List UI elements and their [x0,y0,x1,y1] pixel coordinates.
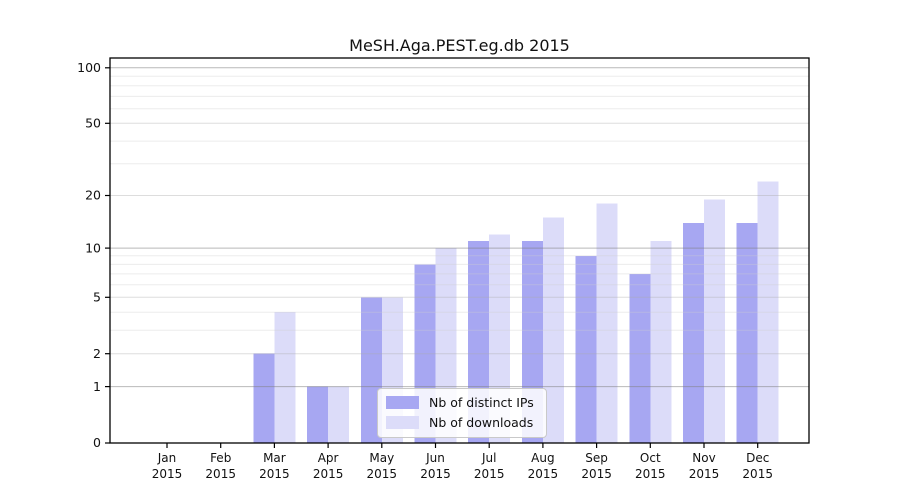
x-tick-label-year: 2015 [205,467,236,481]
x-tick-label-month: Mar [263,451,286,465]
bar-apr-downloads [328,386,350,443]
y-tick-label: 20 [85,188,101,203]
x-tick-label-year: 2015 [689,467,720,481]
x-tick-label-year: 2015 [259,467,290,481]
x-tick-label-month: Jul [481,451,496,465]
y-tick-label: 10 [85,240,101,255]
x-tick-label-year: 2015 [528,467,559,481]
x-tick-label-year: 2015 [367,467,398,481]
x-tick-label-year: 2015 [152,467,183,481]
y-tick-label: 1 [93,379,101,394]
plot-border [109,57,810,444]
bar-mar-downloads [274,312,296,443]
bar-sep-downloads [596,203,618,443]
chart-title: MeSH.Aga.PEST.eg.db 2015 [349,36,570,55]
bar-oct-distinct-ips [629,273,651,443]
legend-item-downloads: Nb of downloads [386,415,534,430]
bar-sep-distinct-ips [575,255,597,443]
legend-label-distinct-ips: Nb of distinct IPs [429,395,534,410]
y-tick-label: 50 [85,116,101,131]
y-axis-group: 0 1 2 5 10 20 50 100 [77,60,110,450]
bar-apr-distinct-ips [307,386,329,443]
x-tick-label-month: Oct [640,451,661,465]
x-tick-label-month: Sep [585,451,608,465]
x-tick-label-month: Dec [746,451,769,465]
x-tick-label-month: Apr [318,451,339,465]
x-tick-label-month: Aug [531,451,554,465]
bar-dec-downloads [757,181,779,444]
y-tick-label: 100 [77,60,101,75]
x-tick-label-month: Nov [692,451,715,465]
x-tick-label-month: Jun [425,451,445,465]
x-tick-label-year: 2015 [742,467,773,481]
x-axis-group: Jan 2015 Feb 2015 Mar 2015 Apr 2015 May 2015 Jun 20… [152,443,773,481]
legend-item-distinct-ips: Nb of distinct IPs [386,395,534,410]
x-tick-label-year: 2015 [581,467,612,481]
bar-nov-downloads [704,199,725,443]
legend-swatch-distinct-ips [386,396,419,409]
x-tick-label-month: May [369,451,394,465]
x-tick-label-year: 2015 [420,467,451,481]
gridlines-group [110,67,809,388]
x-tick-label-month: Feb [210,451,231,465]
x-tick-label-year: 2015 [635,467,666,481]
y-tick-label: 0 [93,435,101,450]
y-tick-label: 5 [93,290,101,305]
x-tick-label-year: 2015 [313,467,344,481]
bar-dec-distinct-ips [736,222,758,443]
legend-label-downloads: Nb of downloads [429,415,534,430]
chart-legend: Nb of distinct IPs Nb of downloads [377,388,547,438]
x-tick-label-month: Jan [157,451,177,465]
y-tick-label: 2 [93,346,101,361]
bar-mar-distinct-ips [253,353,275,443]
x-tick-label-year: 2015 [474,467,505,481]
bar-may-distinct-ips [360,297,382,443]
bar-oct-downloads [650,241,672,443]
legend-swatch-downloads [386,416,419,429]
bar-nov-distinct-ips [683,222,704,443]
